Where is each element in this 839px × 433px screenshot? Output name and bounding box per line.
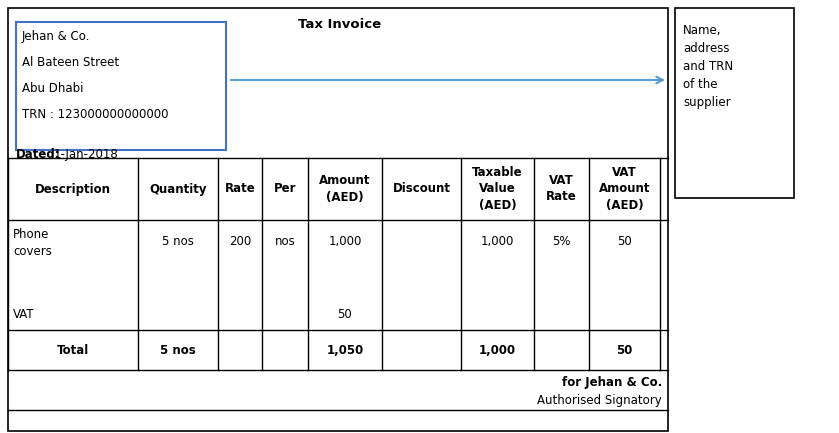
Text: VAT
Amount
(AED): VAT Amount (AED) bbox=[599, 167, 650, 211]
Text: Description: Description bbox=[35, 182, 111, 196]
Text: of the: of the bbox=[683, 78, 717, 91]
Text: Name,: Name, bbox=[683, 24, 722, 37]
Text: supplier: supplier bbox=[683, 96, 731, 109]
Text: 200: 200 bbox=[229, 235, 251, 248]
Text: TRN : 123000000000000: TRN : 123000000000000 bbox=[22, 108, 169, 121]
Text: for Jehan & Co.: for Jehan & Co. bbox=[562, 376, 662, 389]
Text: Per: Per bbox=[274, 182, 296, 196]
Text: Phone
covers: Phone covers bbox=[13, 228, 52, 258]
Text: 1-Jan-2018: 1-Jan-2018 bbox=[54, 148, 119, 161]
Text: 1,050: 1,050 bbox=[326, 343, 363, 356]
Text: Jehan & Co.: Jehan & Co. bbox=[22, 30, 91, 43]
Text: 50: 50 bbox=[337, 308, 352, 321]
Text: Abu Dhabi: Abu Dhabi bbox=[22, 82, 84, 95]
Text: 1,000: 1,000 bbox=[328, 235, 362, 248]
Text: Taxable
Value
(AED): Taxable Value (AED) bbox=[472, 167, 523, 211]
Text: 1,000: 1,000 bbox=[481, 235, 514, 248]
Text: Total: Total bbox=[57, 343, 89, 356]
Text: Discount: Discount bbox=[393, 182, 451, 196]
Text: 50: 50 bbox=[618, 235, 632, 248]
Text: VAT: VAT bbox=[13, 308, 34, 321]
Text: Tax Invoice: Tax Invoice bbox=[299, 18, 382, 31]
Text: Al Bateen Street: Al Bateen Street bbox=[22, 56, 119, 69]
Text: Quantity: Quantity bbox=[149, 182, 206, 196]
Text: 5%: 5% bbox=[552, 235, 571, 248]
Text: Amount
(AED): Amount (AED) bbox=[320, 174, 371, 204]
Text: Dated:: Dated: bbox=[16, 148, 60, 161]
Bar bbox=[675, 8, 794, 198]
Text: 1,000: 1,000 bbox=[479, 343, 516, 356]
Text: Authorised Signatory: Authorised Signatory bbox=[537, 394, 662, 407]
Bar bbox=[16, 22, 226, 150]
Bar bbox=[8, 8, 668, 431]
Text: Rate: Rate bbox=[225, 182, 255, 196]
Text: VAT
Rate: VAT Rate bbox=[546, 174, 577, 204]
Text: 50: 50 bbox=[617, 343, 633, 356]
Text: and TRN: and TRN bbox=[683, 60, 733, 73]
Text: 5 nos: 5 nos bbox=[160, 343, 195, 356]
Text: 5 nos: 5 nos bbox=[162, 235, 194, 248]
Text: nos: nos bbox=[274, 235, 295, 248]
Text: address: address bbox=[683, 42, 729, 55]
